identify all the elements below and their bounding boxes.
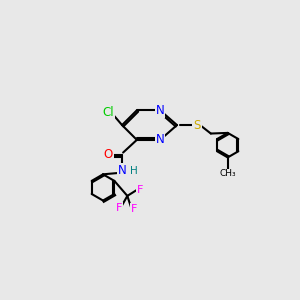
Text: F: F (116, 202, 122, 212)
Text: N: N (156, 134, 164, 146)
Text: O: O (104, 148, 113, 161)
Text: F: F (137, 184, 143, 194)
Text: S: S (194, 118, 201, 132)
Text: N: N (118, 164, 126, 177)
Text: N: N (156, 104, 164, 117)
Text: F: F (130, 204, 137, 214)
Text: H: H (130, 166, 137, 176)
Text: Cl: Cl (103, 106, 114, 119)
Text: CH₃: CH₃ (219, 169, 236, 178)
